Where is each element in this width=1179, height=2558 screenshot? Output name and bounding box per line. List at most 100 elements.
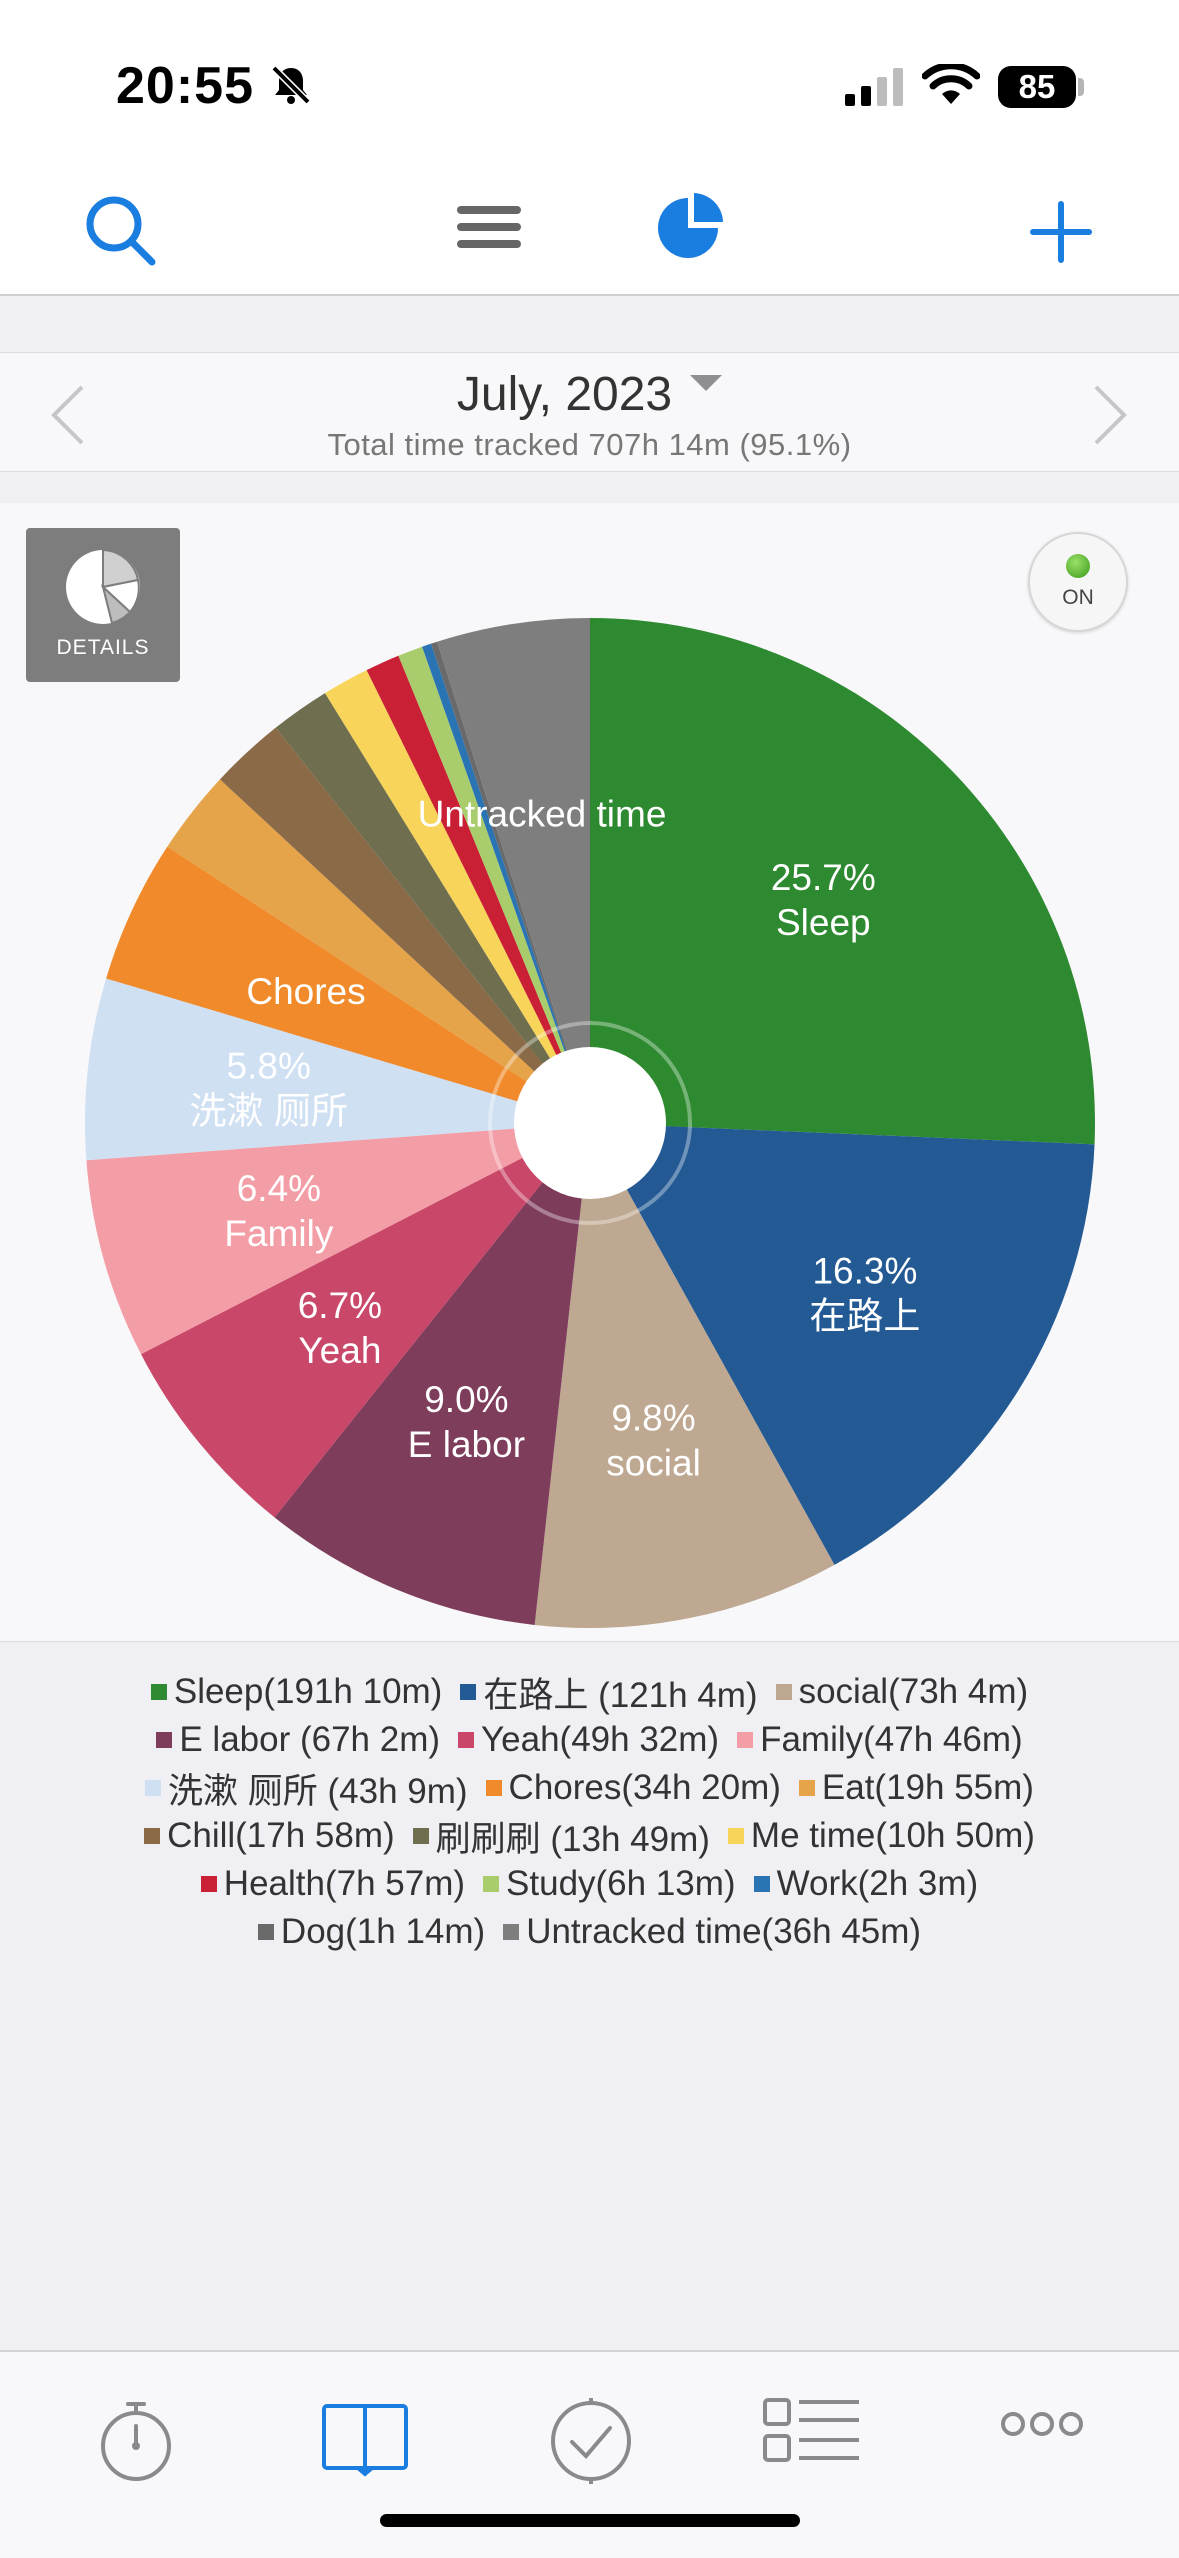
legend-item: Study(6h 13m) — [483, 1864, 736, 1904]
pie-label-1-2: Sleep — [776, 902, 871, 943]
legend-item: Chores(34h 20m) — [485, 1768, 781, 1808]
pie-ring-separator — [488, 1021, 692, 1225]
pie-label-2-1: 16.3% — [812, 1251, 917, 1292]
tab-goals[interactable] — [531, 2388, 641, 2488]
checkmark-circle-icon — [551, 2398, 631, 2484]
battery-indicator: 85 — [998, 66, 1076, 108]
home-indicator — [380, 2514, 800, 2527]
total-tracked-summary: Total time tracked 707h 14m (95.1%) — [327, 427, 852, 462]
legend-label: E labor (67h 2m) — [179, 1720, 441, 1759]
pie-slice-9[interactable] — [167, 779, 590, 1123]
tab-journal[interactable] — [305, 2388, 415, 2488]
list-icon — [763, 2398, 859, 2462]
previous-month-icon[interactable] — [48, 383, 88, 447]
pie-label-1-1: 25.7% — [771, 857, 876, 898]
pie-slice-4[interactable] — [274, 1123, 590, 1625]
top-toolbar — [0, 170, 1179, 296]
pie-slice-8[interactable] — [106, 846, 590, 1123]
pie-label-8-1: Chores — [246, 971, 365, 1012]
legend-item: 在路上 (121h 4m) — [460, 1667, 758, 1718]
legend-label: Chores(34h 20m) — [508, 1768, 781, 1807]
legend-swatch — [483, 1876, 500, 1892]
month-title: July, 2023 — [456, 368, 673, 421]
add-icon[interactable] — [1025, 196, 1097, 268]
pie-label-17-1: Untracked time — [418, 794, 667, 835]
pie-chart-icon[interactable] — [654, 190, 726, 262]
legend-label: Health(7h 57m) — [223, 1864, 466, 1903]
pie-slice-12[interactable] — [325, 670, 590, 1123]
legend-swatch — [460, 1684, 477, 1700]
legend-label: Family(47h 46m) — [760, 1720, 1023, 1759]
pie-slice-3[interactable] — [534, 1123, 835, 1629]
legend-label: Chill(17h 58m) — [167, 1816, 395, 1855]
status-time: 20:55 — [116, 57, 254, 115]
legend-item: Sleep(191h 10m) — [150, 1672, 443, 1712]
tab-timer[interactable] — [81, 2388, 191, 2488]
tab-activities[interactable] — [748, 2388, 859, 2488]
untracked-toggle[interactable]: ON — [1028, 532, 1128, 632]
legend-item: Work(2h 3m) — [753, 1864, 979, 1904]
pie-slice-10[interactable] — [219, 727, 591, 1123]
legend-label: Dog(1h 14m) — [280, 1912, 486, 1951]
next-month-icon[interactable] — [1090, 383, 1130, 447]
legend-item: 洗漱 厕所 (43h 9m) — [145, 1763, 468, 1814]
pie-slice-14[interactable] — [398, 646, 590, 1123]
stopwatch-icon — [101, 2402, 171, 2481]
legend-label: 在路上 (121h 4m) — [483, 1675, 758, 1715]
legend-swatch — [257, 1924, 274, 1940]
pie-label-7-2: 洗漱 厕所 — [190, 1091, 348, 1132]
legend-label: social(73h 4m) — [798, 1672, 1029, 1711]
legend-item: 刷刷刷 (13h 49m) — [412, 1811, 710, 1862]
pie-slice-5[interactable] — [141, 1123, 590, 1518]
pie-slice-6[interactable] — [86, 1123, 591, 1355]
details-button[interactable]: DETAILS — [26, 528, 180, 682]
legend-label: Yeah(49h 32m) — [481, 1720, 720, 1759]
legend-item: Dog(1h 14m) — [257, 1912, 486, 1952]
legend-item: social(73h 4m) — [775, 1672, 1029, 1712]
search-icon[interactable] — [82, 192, 158, 268]
details-label: DETAILS — [56, 636, 150, 659]
bell-muted-icon — [271, 65, 311, 105]
legend-swatch — [775, 1684, 792, 1700]
legend-row: Health(7h 57m) Study(6h 13m) Work(2h 3m) — [0, 1860, 1179, 1908]
pie-slice-1[interactable] — [590, 618, 1096, 1145]
pie-details-icon — [66, 548, 140, 625]
pie-slice-13[interactable] — [366, 655, 590, 1123]
legend-swatch — [727, 1828, 744, 1844]
legend-swatch — [150, 1684, 167, 1700]
month-header: July, 2023 Total time tracked 707h 14m (… — [0, 352, 1179, 472]
legend-label: Eat(19h 55m) — [821, 1768, 1034, 1807]
legend-row: Sleep(191h 10m) 在路上 (121h 4m) social(73h 4… — [0, 1668, 1179, 1716]
legend-swatch — [200, 1876, 217, 1892]
pie-slice-7[interactable] — [84, 978, 590, 1161]
legend-label: Work(2h 3m) — [776, 1864, 979, 1903]
pie-slice-15[interactable] — [422, 643, 590, 1123]
legend-swatch — [503, 1924, 520, 1940]
pie-label-6-1: 6.4% — [237, 1168, 321, 1209]
book-icon — [322, 2404, 408, 2477]
pie-label-4-1: 9.0% — [424, 1379, 508, 1420]
pie-label-6-2: Family — [224, 1213, 333, 1254]
dropdown-caret-icon — [690, 375, 723, 392]
pie-slice-2[interactable] — [590, 1123, 1095, 1565]
month-selector[interactable]: July, 2023 — [0, 367, 1179, 422]
pie-center-hole — [514, 1047, 666, 1199]
legend-item: Chill(17h 58m) — [144, 1816, 395, 1856]
legend-swatch — [145, 1780, 162, 1796]
legend-row: 洗漱 厕所 (43h 9m) Chores(34h 20m) Eat(19h 55m… — [0, 1764, 1179, 1812]
pie-slice-11[interactable] — [275, 693, 590, 1123]
legend-label: Untracked time(36h 45m) — [526, 1912, 922, 1951]
cellular-signal-icon — [845, 68, 903, 106]
legend-swatch — [156, 1732, 173, 1748]
pie-slice-17[interactable] — [437, 618, 590, 1123]
legend-label: Sleep(191h 10m) — [173, 1672, 443, 1711]
menu-icon[interactable] — [453, 192, 525, 264]
pie-chart[interactable]: 25.7%Sleep 16.3%在路上 9.8%social 9.0%E labor 6… — [0, 503, 1179, 1641]
legend-label: Me time(10h 50m) — [750, 1816, 1035, 1855]
pie-label-5-1: 6.7% — [298, 1285, 382, 1326]
pie-slice-16[interactable] — [431, 641, 590, 1123]
tab-more[interactable] — [982, 2388, 1092, 2488]
legend-swatch — [737, 1732, 754, 1748]
more-icon — [1001, 2412, 1083, 2436]
status-led-icon — [1066, 554, 1090, 578]
